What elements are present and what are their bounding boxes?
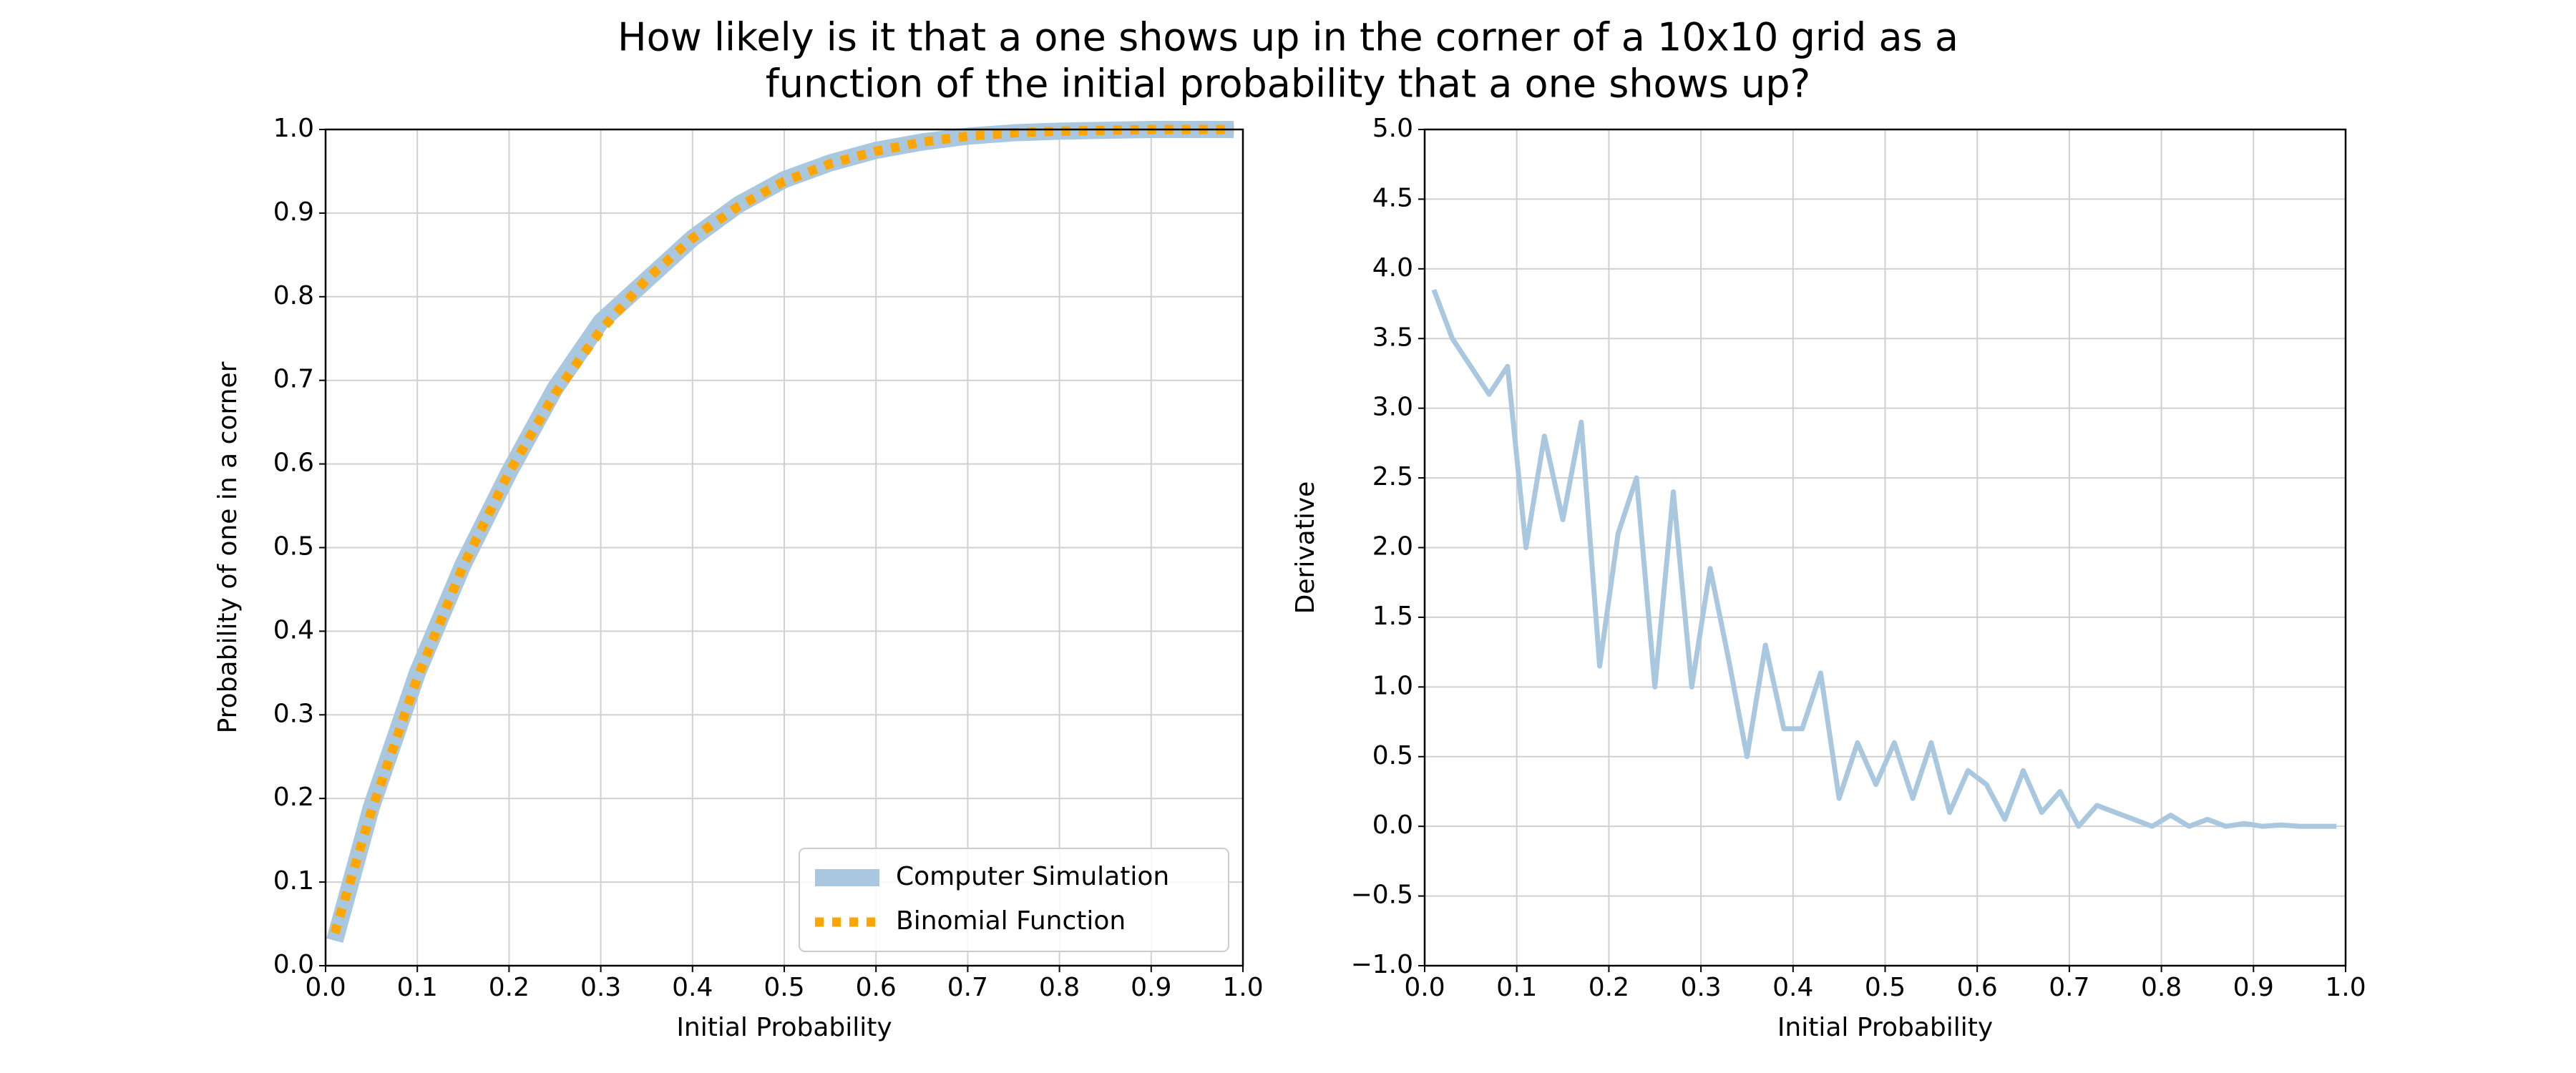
legend-label: Binomial Function	[896, 906, 1126, 936]
y-tick-label: 0.1	[273, 866, 314, 896]
y-tick-label: 0.7	[273, 365, 314, 394]
x-tick-label: 0.1	[397, 973, 438, 1002]
y-tick-label: 2.0	[1372, 532, 1413, 562]
data-line	[326, 121, 1234, 944]
x-tick-label: 0.9	[2233, 973, 2274, 1002]
x-tick-label: 0.9	[1131, 973, 1171, 1002]
x-tick-label: 1.0	[2325, 973, 2366, 1002]
x-tick-label: 0.6	[1957, 973, 1998, 1002]
x-tick-label: 0.7	[2049, 973, 2089, 1002]
x-tick-label: 0.0	[305, 973, 346, 1002]
data-line	[330, 124, 1234, 935]
x-tick-label: 0.5	[1865, 973, 1906, 1002]
title-line: How likely is it that a one shows up in …	[618, 15, 1958, 60]
y-tick-label: 1.5	[1372, 602, 1413, 631]
x-tick-label: 0.1	[1496, 973, 1537, 1002]
x-tick-label: 0.8	[1039, 973, 1080, 1002]
x-tick-label: 0.3	[1680, 973, 1721, 1002]
x-tick-label: 0.4	[672, 973, 713, 1002]
axes-frame	[1423, 128, 2347, 967]
legend-box	[799, 848, 1229, 952]
y-tick-label: 0.6	[273, 449, 314, 478]
x-tick-label: 0.3	[580, 973, 621, 1002]
y-tick-label: 1.0	[1372, 671, 1413, 700]
x-axis-label: Initial Probability	[1777, 1013, 1993, 1042]
title-line: function of the initial probability that…	[766, 62, 1810, 107]
y-tick-label: 4.0	[1372, 253, 1413, 283]
x-tick-label: 0.7	[947, 973, 988, 1002]
y-tick-label: 4.5	[1372, 183, 1413, 212]
x-tick-label: 1.0	[1222, 973, 1263, 1002]
x-tick-label: 0.6	[856, 973, 897, 1002]
y-tick-label: 0.0	[1372, 810, 1413, 840]
y-axis-label: Derivative	[1291, 481, 1320, 614]
y-tick-label: 0.4	[273, 615, 314, 645]
y-tick-label: 0.5	[273, 532, 314, 562]
y-tick-label: 0.5	[1372, 741, 1413, 770]
x-tick-label: 0.4	[1772, 973, 1813, 1002]
legend-label: Computer Simulation	[896, 862, 1169, 891]
y-tick-label: 3.0	[1372, 393, 1413, 422]
legend: Computer Simulation Binomial Function	[799, 848, 1229, 952]
x-tick-label: 0.2	[489, 973, 530, 1002]
y-tick-label: 0.8	[273, 281, 314, 310]
y-tick-label: 3.5	[1372, 323, 1413, 352]
x-tick-label: 0.8	[2141, 973, 2182, 1002]
y-axis-label: Probability of one in a corner	[213, 361, 243, 733]
data-line	[1431, 288, 2337, 829]
x-tick-label: 0.5	[763, 973, 804, 1002]
y-tick-label: −0.5	[1351, 881, 1413, 910]
y-tick-label: −1.0	[1351, 950, 1413, 979]
y-tick-label: 1.0	[273, 114, 314, 143]
y-tick-label: 0.0	[273, 950, 314, 979]
y-tick-label: 0.9	[273, 197, 314, 227]
y-tick-label: 0.3	[273, 699, 314, 728]
axes-frame	[324, 128, 1244, 967]
y-tick-label: 2.5	[1372, 462, 1413, 491]
x-tick-label: 0.2	[1589, 973, 1629, 1002]
x-axis-label: Initial Probability	[676, 1013, 892, 1042]
y-tick-label: 5.0	[1372, 114, 1413, 143]
x-tick-label: 0.0	[1404, 973, 1445, 1002]
y-tick-label: 0.2	[273, 783, 314, 812]
